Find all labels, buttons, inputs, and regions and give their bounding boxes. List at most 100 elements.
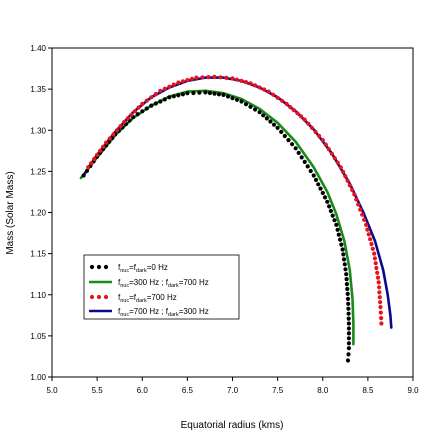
series-point: [378, 300, 383, 305]
series-point: [136, 105, 141, 110]
series-point: [360, 212, 365, 217]
series-point: [326, 147, 331, 152]
x-tick-label: 9.0: [407, 386, 419, 395]
series-point: [341, 169, 346, 174]
x-axis-label: Equatorial radius (kms): [181, 420, 284, 431]
legend-label-3: fnuc=700 Hz ; fdark=300 Hz: [118, 307, 209, 318]
series-point: [129, 112, 134, 117]
series-point: [185, 78, 190, 83]
series-point: [370, 246, 375, 251]
series-point: [327, 204, 332, 209]
series-point: [377, 285, 382, 290]
series-point: [377, 295, 382, 300]
series-point: [346, 336, 351, 341]
series-point: [216, 92, 222, 97]
series-point: [248, 104, 253, 109]
y-axis: 1.00 1.05 1.10 1.15 1.20 1.25 1.30 1.35 1.40: [30, 44, 52, 382]
y-tick-label: 1.25: [30, 167, 46, 176]
series-point: [336, 232, 341, 237]
series-point: [171, 94, 176, 99]
series-point: [341, 257, 347, 262]
series-point: [191, 90, 196, 96]
series-point: [344, 277, 349, 282]
series-point: [158, 99, 163, 104]
series-point: [346, 346, 351, 351]
series-point: [306, 121, 311, 126]
series-point: [194, 75, 199, 80]
series-point: [279, 129, 284, 134]
series-point: [203, 90, 208, 95]
series-point: [329, 151, 334, 156]
x-tick-label: 8.5: [362, 386, 374, 395]
series-point: [218, 75, 223, 80]
legend-text-part: f: [118, 293, 121, 302]
series-point: [253, 107, 258, 112]
series-point: [318, 186, 323, 191]
y-tick-label: 1.35: [30, 85, 46, 94]
series-point: [375, 270, 380, 275]
series-point: [364, 222, 369, 227]
legend-subscript: dark: [136, 268, 147, 274]
series-point: [305, 164, 310, 169]
legend-subscript: dark: [168, 312, 179, 318]
series-layer: [79, 74, 393, 363]
series-point: [257, 85, 262, 90]
series-point: [180, 92, 185, 97]
series-point: [239, 78, 244, 83]
series-point: [339, 242, 344, 247]
series-point: [268, 119, 273, 124]
series-point: [180, 79, 185, 84]
series-point: [224, 75, 229, 80]
series-point: [200, 75, 205, 80]
series-point: [248, 81, 253, 86]
legend-text-part: =f: [129, 293, 137, 302]
series-point: [366, 232, 371, 237]
legend-marker-2: [89, 294, 95, 300]
series-point: [212, 74, 217, 79]
series-point: [332, 156, 337, 161]
series-point: [282, 133, 287, 139]
series-point: [239, 99, 244, 104]
legend-text-part: =700 Hz ; f: [129, 307, 169, 316]
y-tick-label: 1.00: [30, 373, 46, 382]
x-axis: 5.0 5.5 6.0 6.5 7.0 7.5 8.0 8.5 9.0: [46, 377, 419, 395]
legend-subscript: nuc: [120, 268, 129, 274]
series-point: [125, 116, 130, 121]
y-tick-label: 1.05: [30, 332, 46, 341]
series-point: [356, 202, 361, 207]
series-point: [243, 102, 249, 107]
y-axis-label: Mass (Solar Mass): [5, 171, 16, 254]
series-point: [197, 90, 202, 95]
series-point: [291, 108, 296, 113]
series-point: [189, 76, 194, 81]
series-point: [144, 106, 149, 111]
series-point: [368, 237, 373, 242]
legend-text-part: =0 Hz: [147, 263, 168, 272]
legend-marker-2: [96, 294, 102, 300]
legend-marker-0: [96, 264, 102, 270]
series-point: [167, 95, 172, 100]
series-point: [299, 155, 304, 160]
series-point: [167, 84, 172, 89]
series-point: [317, 133, 322, 139]
series-point: [379, 321, 384, 326]
legend-subscript: nuc: [120, 283, 129, 289]
legend-subscript: dark: [168, 283, 179, 289]
series-point: [288, 105, 293, 110]
series-point: [320, 190, 325, 196]
series-point: [346, 301, 351, 306]
series-point: [376, 280, 381, 285]
series-point: [328, 208, 333, 214]
x-tick-label: 7.0: [227, 386, 239, 395]
series-point: [345, 358, 351, 363]
series-point: [162, 86, 167, 91]
series-point: [275, 125, 280, 130]
series-point: [299, 114, 304, 119]
legend-subscript: dark: [136, 298, 147, 304]
series-point: [144, 98, 149, 103]
series-point: [158, 88, 163, 93]
series-point: [378, 310, 383, 315]
series-point: [322, 195, 328, 200]
series-point: [257, 110, 262, 115]
